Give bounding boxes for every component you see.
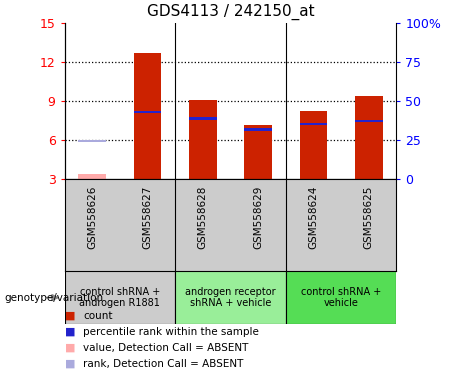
Bar <box>175 271 286 324</box>
Text: GSM558629: GSM558629 <box>253 186 263 249</box>
Bar <box>78 174 106 179</box>
Text: GSM558628: GSM558628 <box>198 186 208 249</box>
Text: GSM558626: GSM558626 <box>87 186 97 249</box>
Text: percentile rank within the sample: percentile rank within the sample <box>83 327 259 337</box>
Text: genotype/variation: genotype/variation <box>5 293 104 303</box>
Bar <box>244 128 272 131</box>
Text: ■: ■ <box>65 327 75 337</box>
Bar <box>286 271 396 324</box>
Bar <box>300 123 327 126</box>
Text: value, Detection Call = ABSENT: value, Detection Call = ABSENT <box>83 343 248 353</box>
Text: ■: ■ <box>65 359 75 369</box>
Bar <box>355 96 383 179</box>
Text: control shRNA +
androgen R1881: control shRNA + androgen R1881 <box>79 287 160 308</box>
Bar <box>189 117 217 119</box>
Bar <box>189 100 217 179</box>
Text: GSM558627: GSM558627 <box>142 186 153 249</box>
Text: GSM558625: GSM558625 <box>364 186 374 249</box>
Text: ■: ■ <box>65 311 75 321</box>
Title: GDS4113 / 242150_at: GDS4113 / 242150_at <box>147 4 314 20</box>
Text: control shRNA +
vehicle: control shRNA + vehicle <box>301 287 381 308</box>
Bar <box>300 111 327 179</box>
Bar <box>244 125 272 179</box>
Bar <box>78 140 106 142</box>
Text: androgen receptor
shRNA + vehicle: androgen receptor shRNA + vehicle <box>185 287 276 308</box>
Bar <box>65 271 175 324</box>
Bar <box>134 111 161 113</box>
Bar <box>355 120 383 122</box>
Text: rank, Detection Call = ABSENT: rank, Detection Call = ABSENT <box>83 359 243 369</box>
Text: count: count <box>83 311 112 321</box>
Bar <box>134 53 161 179</box>
Text: ■: ■ <box>65 343 75 353</box>
Text: GSM558624: GSM558624 <box>308 186 319 249</box>
